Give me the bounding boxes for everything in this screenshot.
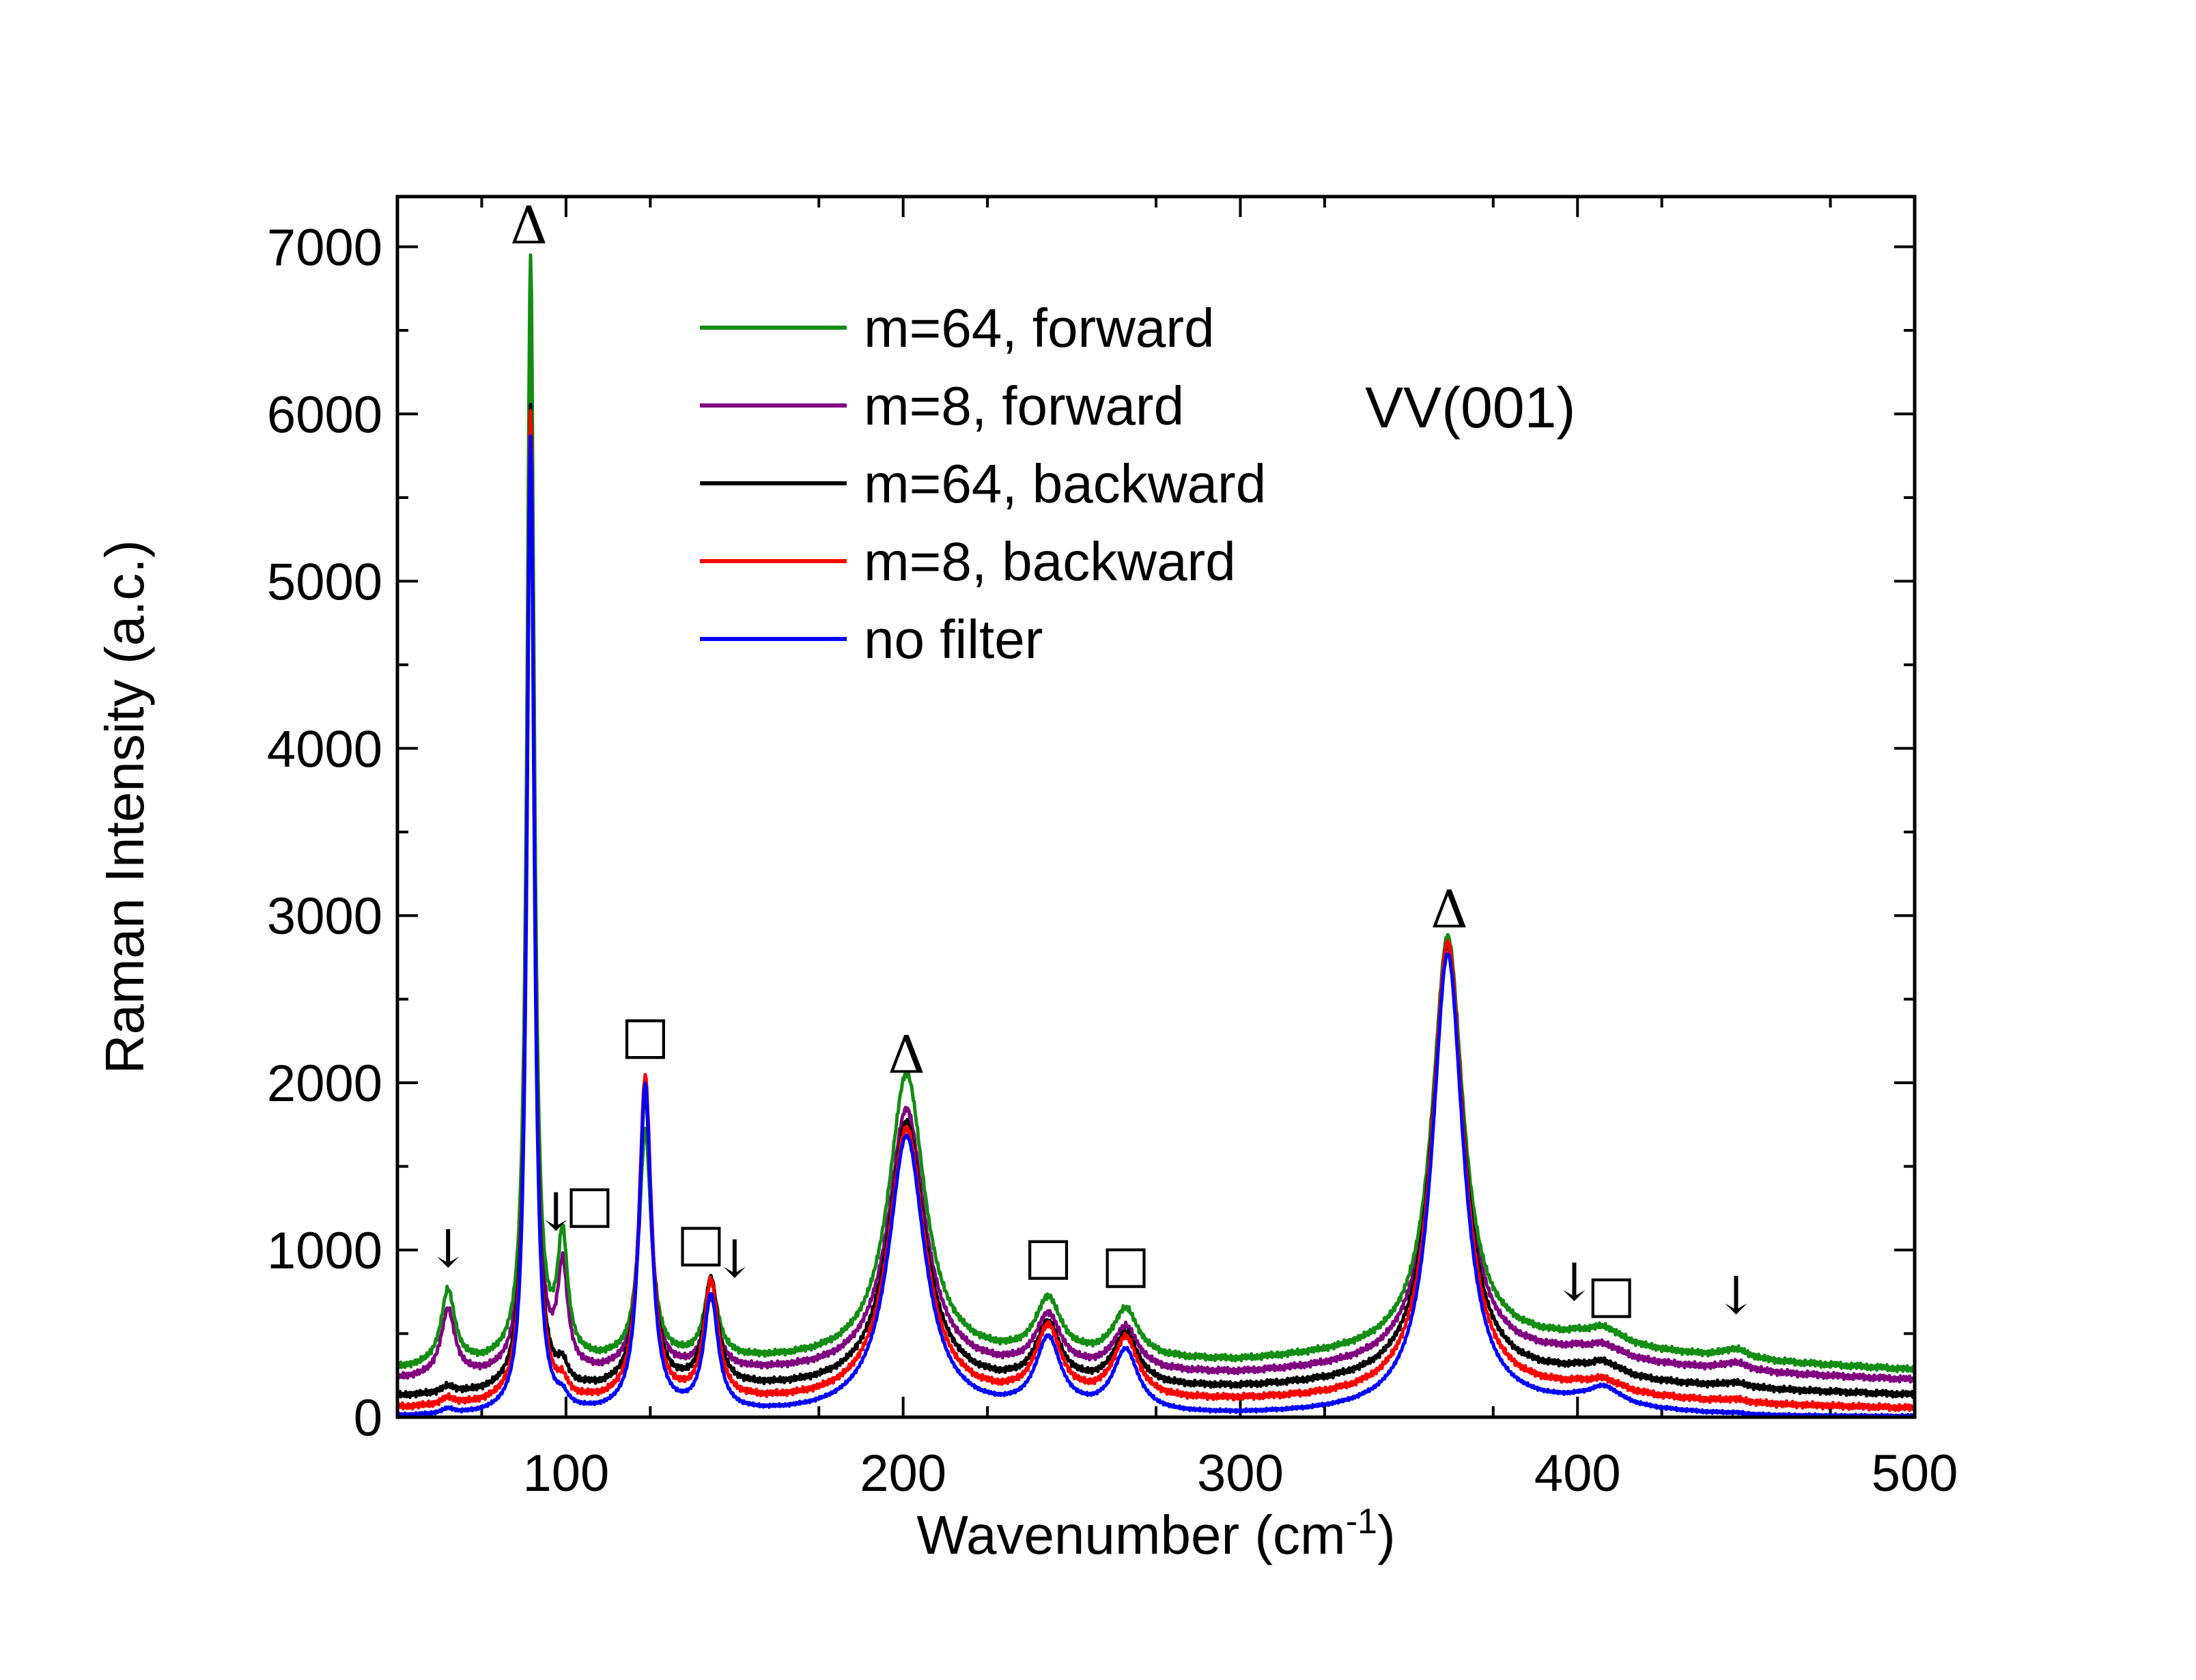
peak-marker: ↓ bbox=[426, 1219, 470, 1279]
peak-markers: Δ↓↓□□□↓Δ□ □Δ↓□ ↓ bbox=[426, 195, 1758, 1326]
y-tick-label: 3000 bbox=[267, 887, 382, 945]
y-tick-label: 7000 bbox=[267, 218, 382, 276]
peak-marker: □ bbox=[1587, 1264, 1636, 1324]
y-tick-label: 5000 bbox=[267, 553, 382, 611]
x-tick-label: 100 bbox=[522, 1444, 609, 1503]
legend: m=64, forward m=8, forward m=64, backward m… bbox=[700, 298, 1266, 670]
legend-label: m=64, forward bbox=[864, 298, 1215, 358]
legend-label: m=64, backward bbox=[864, 453, 1266, 514]
peak-marker: □ bbox=[1024, 1225, 1073, 1285]
legend-label: no filter bbox=[864, 609, 1043, 670]
x-axis-title-superscript: -1 bbox=[1346, 1502, 1377, 1541]
peak-marker: Δ bbox=[510, 195, 548, 256]
chart-annotation: VV(001) bbox=[1365, 375, 1575, 440]
y-axis-title: Raman Intensity (a.c.) bbox=[94, 540, 155, 1074]
series-line-4 bbox=[396, 434, 1916, 1419]
plot-frame bbox=[395, 195, 1917, 1419]
x-tick-label: 200 bbox=[860, 1444, 946, 1503]
peak-marker: □ bbox=[676, 1212, 725, 1272]
legend-label: m=8, forward bbox=[864, 375, 1184, 436]
x-tick-label: 400 bbox=[1534, 1444, 1621, 1503]
peak-marker: ↓ bbox=[1714, 1265, 1758, 1326]
y-tick-label: 6000 bbox=[267, 386, 382, 444]
legend-label: m=8, backward bbox=[864, 531, 1236, 592]
peak-marker: Δ bbox=[1431, 879, 1468, 939]
peak-marker: □ bbox=[621, 1004, 670, 1065]
peak-marker: ↓ bbox=[534, 1182, 578, 1242]
x-tick-label: 300 bbox=[1197, 1444, 1284, 1503]
x-tick-label: 500 bbox=[1872, 1444, 1958, 1503]
peak-marker: ↓ bbox=[1552, 1252, 1596, 1313]
x-axis-title: Wavenumber (cm-1) bbox=[916, 1502, 1395, 1565]
series-layer bbox=[395, 253, 1917, 1419]
peak-marker: Δ bbox=[888, 1024, 925, 1085]
tick-labels: 100 200 300 400 5000100020003000400050006000… bbox=[267, 218, 1958, 1503]
peak-marker: □ bbox=[1101, 1234, 1151, 1294]
y-tick-label: 4000 bbox=[267, 720, 382, 778]
peak-marker: ↓ bbox=[713, 1228, 757, 1289]
y-tick-label: 1000 bbox=[267, 1222, 382, 1280]
y-tick-label: 0 bbox=[354, 1389, 382, 1447]
y-tick-label: 2000 bbox=[267, 1055, 382, 1113]
peak-marker: □ bbox=[565, 1173, 615, 1234]
